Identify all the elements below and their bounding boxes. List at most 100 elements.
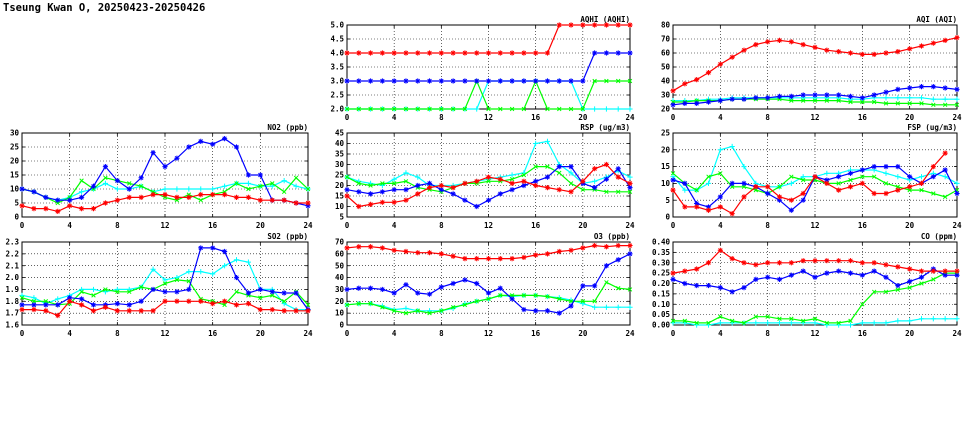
rsp-series-2-point	[403, 179, 409, 184]
so2-series-2-point	[115, 289, 120, 295]
no2-series-4-point	[55, 208, 61, 214]
o3-series-2-point	[344, 302, 350, 308]
no2-plot-frame	[21, 132, 309, 218]
fsp-series-3-point	[776, 197, 783, 203]
rsp-series-1-point	[533, 140, 539, 147]
co-x-tick-label: 20	[905, 329, 915, 338]
so2-series-3-point	[43, 302, 49, 308]
no2-series-4-point	[114, 197, 120, 203]
co-series-3-point	[907, 278, 913, 285]
rsp-series-3-point	[544, 174, 551, 180]
rsp-series-2-point	[545, 164, 550, 169]
no2-series-3-point	[114, 178, 120, 184]
co-series-1-point	[930, 316, 936, 322]
aqi-series-3-point	[741, 96, 747, 102]
aqhi-y-tick-label: 5.0	[330, 21, 344, 30]
co-series-1-point	[895, 318, 901, 324]
so2-series-4-point	[114, 308, 120, 314]
fsp-series-4-point	[836, 187, 842, 193]
no2-series-4-point	[269, 197, 275, 203]
co-y-tick-label: 0.40	[652, 238, 671, 247]
co-series-2-point	[789, 316, 794, 322]
so2-series-2-point	[222, 302, 227, 308]
o3-series-4-point	[426, 250, 433, 256]
so2-series-4-point	[31, 306, 37, 313]
so2-series-3-point	[55, 302, 61, 308]
co-series-4-point	[930, 268, 936, 274]
aqhi-series-2-point	[415, 106, 420, 112]
rsp-y-tick-label: 35	[335, 150, 344, 159]
rsp-series-4-point	[580, 178, 586, 184]
aqhi-series-4-point	[497, 50, 503, 56]
no2-series-2-point	[127, 181, 132, 186]
fsp-series-3-point	[954, 190, 960, 197]
co-series-3-point	[942, 272, 948, 278]
rsp-x-tick-label: 0	[345, 221, 350, 230]
aqhi-series-3-point	[544, 78, 551, 84]
fsp-series-3-point	[859, 167, 865, 173]
o3-series-2-point	[486, 296, 491, 302]
fsp-series-2-point	[741, 184, 747, 189]
fsp-series-3-point	[930, 174, 936, 180]
rsp-y-tick-label: 45	[335, 129, 344, 138]
o3-plot-frame	[346, 241, 631, 326]
aqhi-x-tick-label: 4	[392, 113, 397, 122]
o3-x-tick-label: 8	[439, 329, 444, 338]
no2-series-3-point	[102, 164, 109, 170]
o3-series-2-point	[533, 293, 538, 298]
aqi-series-1-point	[918, 95, 925, 101]
so2-x-tick-label: 8	[115, 329, 120, 338]
so2-series-4-point	[174, 298, 180, 304]
co-x-tick-label: 24	[952, 329, 962, 338]
o3-series-3-point	[568, 303, 574, 309]
aqhi-series-4-point	[356, 50, 362, 56]
rsp-series-4-point	[474, 178, 480, 184]
aqi-series-3-point	[942, 85, 948, 91]
so2-series-2-point	[91, 293, 96, 298]
o3-y-tick-label: 10	[335, 309, 345, 318]
o3-series-4-point	[379, 245, 385, 251]
o3-series-2-point	[391, 308, 397, 313]
aqi-series-2-point	[836, 98, 841, 103]
aqhi-series-2-point	[615, 78, 621, 84]
o3-series-4-point	[485, 256, 492, 262]
o3-series-1-point	[615, 304, 621, 310]
aqi-series-4-point	[812, 44, 818, 50]
so2-series-3-point	[210, 245, 216, 251]
co-series-3-point	[800, 268, 806, 274]
aqhi-series-2-point	[557, 106, 562, 112]
aqhi-series-4-point	[509, 50, 515, 56]
aqhi-series-3-point	[415, 78, 421, 84]
so2-series-3-point	[90, 302, 97, 308]
so2-series-1-point	[210, 271, 216, 277]
o3-series-3-point	[356, 285, 362, 291]
aqi-series-4-point	[765, 39, 771, 45]
fsp-series-3-point	[824, 177, 830, 183]
co-series-3-point	[824, 270, 830, 276]
fsp-series-4-point	[682, 204, 688, 210]
fsp-series-1-point	[741, 164, 747, 170]
fsp-series-4-point	[753, 184, 759, 190]
co-series-4-point	[776, 260, 783, 266]
o3-series-3-point	[344, 286, 350, 293]
aqi-series-3-point	[847, 93, 854, 99]
fsp-series-2-point	[694, 187, 699, 193]
fsp-series-2-point	[931, 191, 936, 196]
no2-y-tick-label: 30	[10, 129, 20, 138]
so2-series-3-point	[198, 245, 204, 251]
co-series-3-point	[741, 285, 747, 291]
aqi-series-2-point	[907, 101, 912, 106]
aqi-series-3-point	[717, 98, 723, 104]
so2-series-4-point	[198, 298, 204, 304]
co-series-1-point	[918, 316, 925, 322]
rsp-series-4-point	[438, 182, 444, 189]
rsp-series-2-point	[486, 179, 491, 184]
no2-series-1-point	[174, 186, 180, 192]
no2-series-3-point	[78, 194, 85, 200]
no2-series-4-point	[43, 206, 49, 212]
aqi-x-tick-label: 16	[858, 113, 868, 122]
fsp-series-4-point	[918, 180, 925, 186]
aqi-series-3-point	[729, 96, 735, 102]
fsp-series-1-point	[918, 174, 925, 180]
